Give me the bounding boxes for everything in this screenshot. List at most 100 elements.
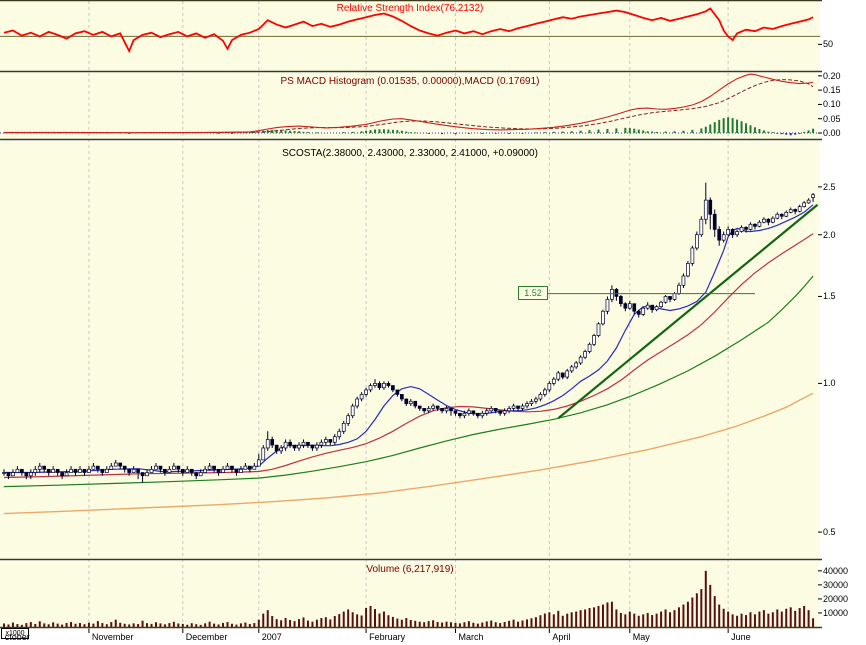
candle-body	[444, 408, 449, 412]
macd-histogram-bar	[365, 130, 368, 133]
candle-body	[690, 247, 695, 264]
volume-scale-box: x1000	[1, 628, 29, 639]
candle-body	[431, 405, 435, 409]
macd-histogram-bar	[655, 131, 658, 133]
macd-histogram-bar	[570, 131, 573, 133]
candle-body	[449, 408, 453, 412]
candle-body	[216, 468, 221, 473]
macd-histogram-bar	[709, 124, 712, 133]
candle-body	[28, 472, 33, 477]
candle-body	[319, 441, 324, 446]
candle-body	[797, 206, 802, 212]
candle-body	[619, 296, 623, 305]
candle-body	[627, 303, 632, 309]
volume-bar	[333, 616, 336, 627]
candle-body	[225, 465, 230, 470]
volume-bar	[284, 618, 287, 627]
candle-body	[399, 394, 404, 400]
candle-body	[422, 408, 427, 412]
volume-bar	[499, 623, 502, 627]
volume-bar	[731, 614, 734, 627]
candle-body	[270, 439, 275, 446]
candle-body	[274, 444, 279, 452]
x-axis-month-label: April	[552, 632, 571, 642]
candle-body	[109, 465, 114, 470]
candle-body	[493, 408, 498, 412]
macd-histogram-bar	[396, 130, 399, 133]
volume-bar	[409, 619, 412, 627]
candle-body	[654, 306, 659, 311]
candle-body	[373, 383, 377, 386]
y-axis-tick-label: 1.0	[823, 378, 836, 389]
volume-bar	[472, 622, 475, 627]
candle-body	[538, 394, 543, 400]
volume-bar	[369, 605, 372, 627]
candle-body	[346, 415, 351, 424]
volume-bar	[280, 620, 283, 627]
macd-histogram-bar	[749, 125, 752, 133]
volume-bar	[481, 622, 484, 627]
candle-body	[20, 468, 24, 473]
candle-body	[265, 439, 270, 449]
candle-body	[757, 221, 762, 227]
candle-body	[779, 213, 784, 217]
candle-body	[306, 441, 310, 446]
volume-bar	[651, 615, 654, 627]
volume-bar	[146, 623, 149, 627]
volume-bar	[709, 584, 712, 627]
volume-bar	[525, 619, 528, 627]
volume-bar	[753, 614, 756, 627]
macd-histogram-bar	[298, 131, 301, 133]
candle-body	[766, 218, 771, 223]
volume-bar	[628, 611, 631, 627]
volume-bar	[476, 623, 479, 627]
candle-body	[149, 468, 154, 473]
candle-body	[256, 459, 261, 467]
volume-bar	[427, 621, 430, 627]
volume-bar	[360, 615, 363, 627]
volume-bar	[400, 619, 403, 627]
macd-histogram-bar	[767, 131, 770, 133]
candle-body	[529, 400, 534, 404]
volume-bar	[807, 610, 810, 627]
candle-body	[525, 403, 529, 407]
candle-body	[435, 405, 440, 409]
macd-histogram-bar	[588, 130, 591, 133]
macd-histogram-bar	[803, 131, 806, 133]
x-axis-month-label: March	[458, 632, 484, 642]
macd-histogram-bar	[342, 132, 345, 133]
macd-histogram-bar	[230, 133, 233, 134]
candle-body	[243, 465, 248, 470]
volume-bar	[83, 624, 86, 627]
volume-bar	[248, 624, 251, 627]
volume-bar	[713, 596, 716, 627]
volume-bar	[812, 618, 815, 627]
candle-body	[386, 383, 391, 386]
volume-bar	[65, 622, 68, 627]
candle-body	[788, 209, 793, 213]
volume-bar	[257, 619, 260, 627]
volume-bar	[517, 621, 520, 627]
candle-body	[565, 370, 570, 378]
volume-bar	[342, 611, 345, 627]
candle-body	[802, 202, 806, 207]
volume-bar	[745, 615, 748, 627]
x-axis-month-label: 2007	[261, 632, 282, 642]
candle-body	[686, 263, 690, 277]
y-axis-tick-label: 2.5	[823, 181, 836, 192]
candle-body	[636, 310, 641, 315]
volume-bar	[508, 620, 511, 627]
macd-histogram-bar	[266, 130, 269, 133]
volume-bar	[610, 601, 613, 627]
volume-bar	[637, 615, 640, 627]
volume-bar	[579, 610, 582, 627]
candle-body	[131, 468, 136, 473]
volume-bar	[436, 621, 439, 627]
candle-body	[596, 323, 601, 336]
x-axis-month-label: June	[731, 632, 751, 642]
volume-bar	[271, 616, 274, 627]
y-axis-tick-label: 40000	[823, 565, 849, 576]
volume-bar	[441, 622, 444, 627]
volume-bar	[677, 607, 680, 627]
